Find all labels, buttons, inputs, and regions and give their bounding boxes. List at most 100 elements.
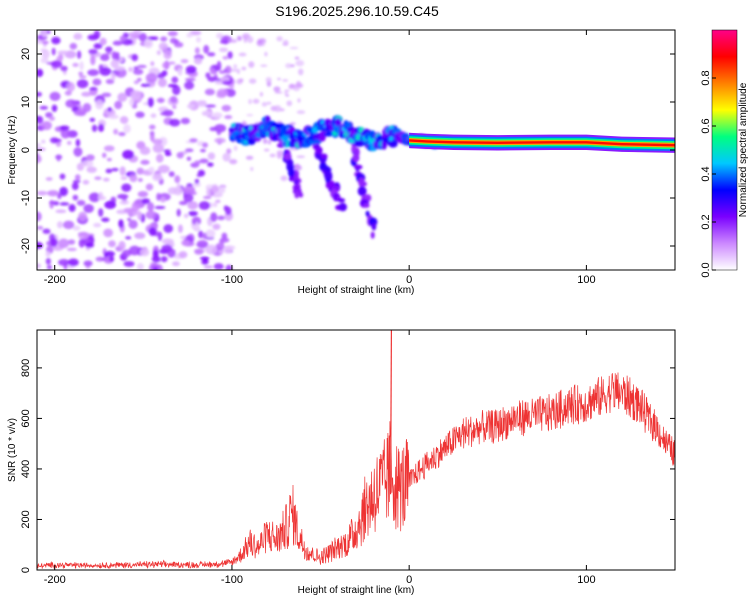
noise-blob	[222, 152, 231, 162]
colorbar: 0.0 0.2 0.4 0.6 0.8 Normalized spectral ampl…	[700, 29, 749, 278]
spectrogram-x-tick-label: -100	[221, 274, 243, 286]
noise-blob	[194, 160, 201, 166]
noise-blob	[213, 263, 224, 270]
noise-blob	[155, 153, 164, 163]
noise-blob	[289, 148, 298, 151]
noise-blob	[207, 162, 214, 167]
noise-blob	[73, 147, 83, 157]
noise-blob	[198, 230, 203, 239]
noise-blob	[90, 55, 96, 66]
noise-blob	[118, 240, 126, 251]
noise-blob	[93, 222, 102, 228]
noise-blob	[205, 229, 216, 238]
noise-blob	[269, 153, 276, 158]
signal-blob	[334, 117, 342, 128]
noise-blob	[198, 201, 211, 210]
noise-blob	[201, 110, 212, 117]
noise-blob	[199, 158, 209, 164]
noise-blob	[108, 240, 116, 248]
signal-blob	[353, 139, 365, 147]
noise-blob	[161, 244, 173, 253]
signal-hotspot	[344, 121, 352, 129]
noise-blob	[233, 64, 238, 69]
noise-blob	[207, 76, 218, 82]
branch-blob	[329, 180, 335, 187]
noise-blob	[87, 69, 99, 76]
noise-blob	[216, 127, 222, 136]
noise-blob	[37, 241, 44, 250]
noise-blob	[256, 39, 264, 47]
noise-blob	[98, 123, 105, 132]
noise-blob	[151, 255, 161, 263]
snr-panel: -200 -100 0 100 0 200 400 600 800 Height of stra…	[7, 329, 676, 596]
noise-blob	[91, 124, 98, 132]
noise-blob	[207, 52, 216, 57]
branch-blob	[338, 202, 347, 212]
noise-blob	[83, 204, 94, 213]
noise-blob	[263, 148, 270, 152]
noise-blob	[119, 35, 126, 42]
noise-blob	[160, 196, 166, 203]
noise-blob	[111, 168, 119, 172]
noise-blob	[45, 257, 51, 265]
noise-blob	[194, 47, 200, 55]
noise-blob	[128, 67, 134, 72]
signal-band-core	[409, 139, 675, 147]
noise-blob	[285, 63, 292, 69]
noise-blob	[58, 259, 70, 266]
noise-blob	[242, 120, 246, 125]
noise-blob	[136, 77, 142, 82]
noise-blob	[202, 232, 207, 240]
snr-marks	[37, 330, 675, 569]
noise-blob	[217, 215, 225, 221]
noise-blob	[110, 72, 116, 81]
noise-blob	[186, 104, 195, 109]
noise-blob	[178, 251, 188, 259]
noise-blob	[203, 265, 214, 269]
snr-x-tick-label: -100	[221, 574, 243, 586]
noise-blob	[295, 59, 305, 67]
noise-blob	[119, 116, 129, 124]
spectrogram-x-tick-label: 0	[406, 274, 412, 286]
noise-blob	[128, 31, 140, 37]
noise-blob	[98, 208, 104, 217]
noise-blob	[111, 51, 117, 60]
branch-blob	[292, 185, 300, 190]
noise-blob	[128, 98, 135, 107]
colorbar-label: Normalized spectral amplitude	[738, 82, 749, 217]
noise-blob	[294, 56, 300, 60]
noise-blob	[57, 50, 69, 55]
noise-blob	[241, 66, 247, 71]
noise-blob	[296, 110, 306, 115]
noise-blob	[163, 224, 174, 233]
noise-blob	[139, 146, 151, 155]
noise-blob	[225, 88, 236, 98]
colorbar-ticks: 0.0 0.2 0.4 0.6 0.8	[700, 70, 716, 278]
noise-blob	[108, 114, 119, 120]
noise-blob	[194, 178, 200, 184]
snr-plot-area	[37, 330, 675, 570]
spectrogram-blobs	[37, 30, 450, 270]
noise-blob	[277, 77, 281, 81]
noise-blob	[149, 124, 156, 130]
branch-blob	[294, 191, 300, 199]
noise-blob	[39, 105, 49, 110]
noise-blob	[149, 132, 155, 142]
spectrogram-x-axis-label: Height of straight line (km)	[298, 285, 415, 296]
noise-blob	[45, 251, 51, 258]
noise-blob	[186, 32, 193, 38]
noise-blob	[37, 115, 44, 125]
noise-blob	[295, 80, 302, 88]
noise-blob	[186, 156, 192, 161]
noise-blob	[56, 154, 61, 162]
noise-blob	[40, 48, 47, 52]
noise-blob	[150, 36, 159, 41]
noise-blob	[76, 79, 89, 89]
noise-blob	[218, 249, 224, 254]
noise-blob	[56, 221, 63, 229]
noise-blob	[262, 40, 266, 47]
noise-blob	[206, 187, 211, 198]
noise-blob	[73, 110, 86, 116]
noise-blob	[173, 41, 184, 48]
